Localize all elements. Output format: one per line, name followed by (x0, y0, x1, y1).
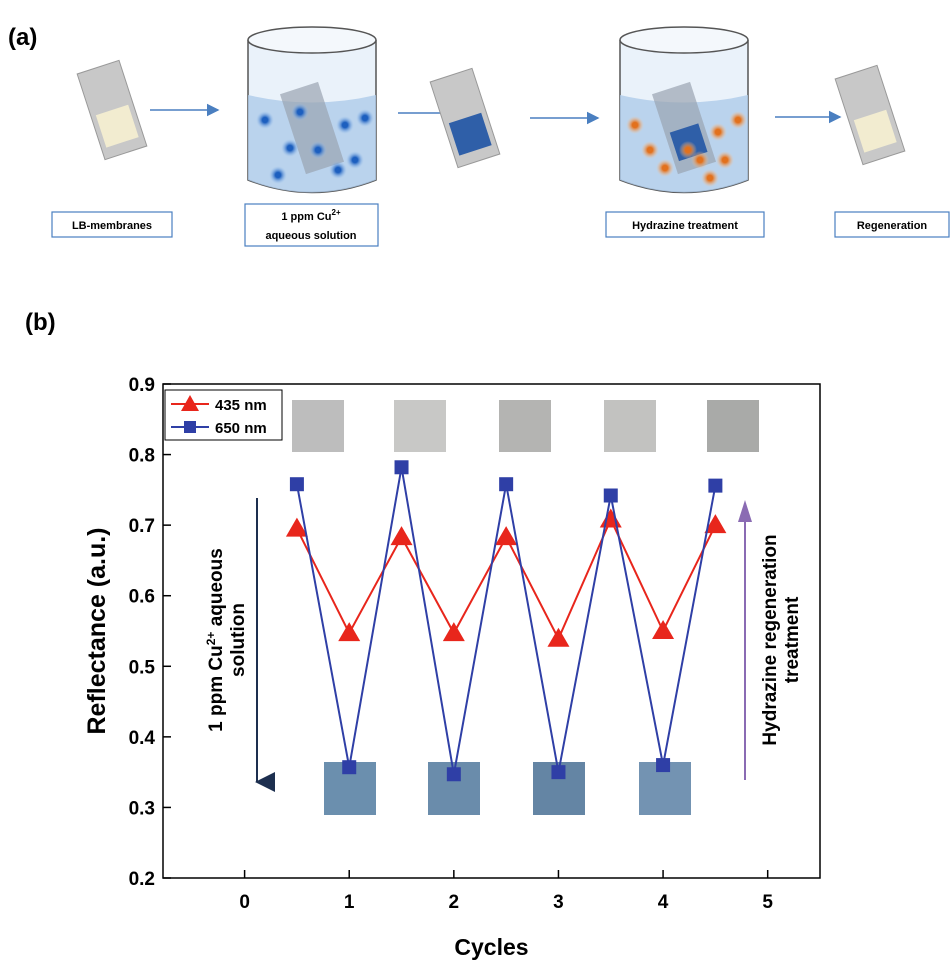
point (499, 477, 513, 491)
y-tick-label: 0.5 (129, 657, 156, 678)
point (447, 767, 461, 781)
point (652, 620, 674, 639)
x-tick-label: 0 (239, 892, 250, 913)
diagram: LB-membranes 1 ppm Cu2+ aqueous solution… (52, 27, 949, 246)
figure: (a) LB-membranes 1 ppm Cu2+ aqueous solu… (0, 0, 950, 965)
legend-label: 650 nm (215, 420, 267, 437)
point (290, 477, 304, 491)
annotation-part: aqueous (206, 548, 227, 631)
y-tick-label: 0.6 (129, 587, 155, 608)
x-axis-label: Cycles (454, 934, 528, 960)
y-tick-label: 0.4 (129, 728, 156, 749)
panel-label: (a) (8, 24, 37, 51)
point (551, 765, 565, 779)
panel-label: (b) (25, 309, 56, 336)
point (391, 526, 413, 545)
annotation-sup: 2+ (204, 632, 218, 646)
plot: 0.2 0.3 0.4 0.5 0.6 0.7 0.8 0.9 0 1 2 3 4 5 Cycles Refl… (83, 375, 820, 960)
point (338, 622, 360, 641)
legend-marker (184, 421, 196, 433)
step-label: Hydrazine treatment (632, 220, 738, 232)
series-line (297, 467, 715, 774)
step-label: aqueous solution (265, 230, 356, 242)
x-tick-label: 2 (449, 892, 460, 913)
annotation-part: 1 ppm Cu (206, 645, 227, 732)
legend-label: 435 nm (215, 397, 267, 414)
y-tick-label: 0.9 (129, 375, 155, 396)
y-tick-label: 0.8 (129, 446, 155, 467)
point (708, 479, 722, 493)
x-tick-label: 5 (762, 892, 773, 913)
point (656, 758, 670, 772)
y-tick-label: 0.3 (129, 798, 155, 819)
annotation: Hydrazine regeneration (760, 534, 781, 745)
x-tick-label: 1 (344, 892, 355, 913)
step-label: Regeneration (857, 220, 928, 232)
y-tick-label: 0.2 (129, 869, 155, 890)
step-text: 1 ppm Cu (281, 211, 331, 223)
y-axis-label: Reflectance (a.u.) (83, 527, 111, 734)
step-sup: 2+ (332, 208, 341, 217)
point (600, 508, 622, 527)
x-tick-label: 4 (658, 892, 669, 913)
step-label: LB-membranes (72, 220, 152, 232)
point (443, 622, 465, 641)
point (604, 489, 618, 503)
annotation: solution (228, 603, 249, 677)
point (342, 760, 356, 774)
x-tick-label: 3 (553, 892, 564, 913)
annotation: 1 ppm Cu2+ aqueous (204, 548, 227, 732)
annotation: treatment (782, 596, 803, 683)
point (395, 460, 409, 474)
y-tick-label: 0.7 (129, 516, 155, 537)
point (547, 628, 569, 647)
